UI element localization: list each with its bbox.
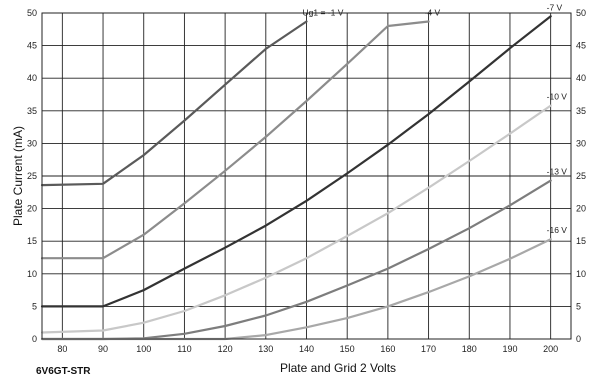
y-tick-label-right: 30 xyxy=(576,138,586,148)
x-tick-label: 80 xyxy=(57,344,67,354)
x-tick-label: 110 xyxy=(177,344,191,354)
y-tick-label-left: 5 xyxy=(32,301,37,311)
curves xyxy=(40,15,552,341)
series-label: -10 V xyxy=(547,92,568,102)
series-label: Ug1 = -1 V xyxy=(303,7,344,17)
y-tick-label-right: 20 xyxy=(576,204,586,214)
y-tick-label-right: 45 xyxy=(576,41,586,51)
series-label: -13 V xyxy=(547,167,568,177)
series-label: -4 V xyxy=(425,7,441,17)
x-tick-label: 90 xyxy=(98,344,108,354)
plot-frame xyxy=(41,12,572,340)
y-axis-title: Plate Current (mA) xyxy=(11,126,25,226)
series-label: -7 V xyxy=(547,2,563,12)
x-tick-label: 170 xyxy=(421,344,436,354)
series-line xyxy=(40,20,430,260)
y-tick-label-right: 0 xyxy=(576,334,581,344)
y-tick-label-right: 40 xyxy=(576,73,586,83)
curve-labels: Ug1 = -1 V -4 V -7 V -10 V -13 V -16 V xyxy=(303,2,568,235)
y-tick-label-left: 35 xyxy=(27,106,37,116)
y-tick-label-left: 50 xyxy=(27,8,37,18)
y-tick-label-right: 10 xyxy=(576,269,586,279)
y-tick-label-right: 25 xyxy=(576,171,586,181)
y-tick-label-right: 5 xyxy=(576,301,581,311)
x-tick-label: 160 xyxy=(380,344,395,354)
y-tick-label-left: 45 xyxy=(27,41,37,51)
series-label: -16 V xyxy=(547,225,568,235)
series-line xyxy=(40,15,552,308)
y-tick-label-left: 20 xyxy=(27,204,37,214)
x-tick-label: 100 xyxy=(136,344,151,354)
x-tick-label: 150 xyxy=(340,344,355,354)
y-tick-label-right: 15 xyxy=(576,236,586,246)
x-tick-label: 180 xyxy=(462,344,477,354)
series-line xyxy=(40,104,552,334)
model-label: 6V6GT-STR xyxy=(36,366,91,377)
y-tick-label-left: 15 xyxy=(27,236,37,246)
y-tick-label-right: 35 xyxy=(576,106,586,116)
tick-labels: 80 90 100 110 120 130 140 150 160 170 180 190 200 0 0 5… xyxy=(27,8,586,354)
y-tick-label-left: 10 xyxy=(27,269,37,279)
y-tick-label-left: 0 xyxy=(32,334,37,344)
x-tick-label: 200 xyxy=(543,344,558,354)
x-tick-label: 190 xyxy=(502,344,517,354)
series-line xyxy=(40,20,308,187)
y-tick-label-left: 40 xyxy=(27,73,37,83)
y-tick-label-left: 30 xyxy=(27,138,37,148)
y-tick-label-right: 50 xyxy=(576,8,586,18)
y-tick-label-left: 25 xyxy=(27,171,37,181)
x-tick-label: 120 xyxy=(218,344,233,354)
x-axis-title: Plate and Grid 2 Volts xyxy=(280,361,396,375)
x-tick-label: 140 xyxy=(299,344,314,354)
x-tick-label: 130 xyxy=(258,344,273,354)
